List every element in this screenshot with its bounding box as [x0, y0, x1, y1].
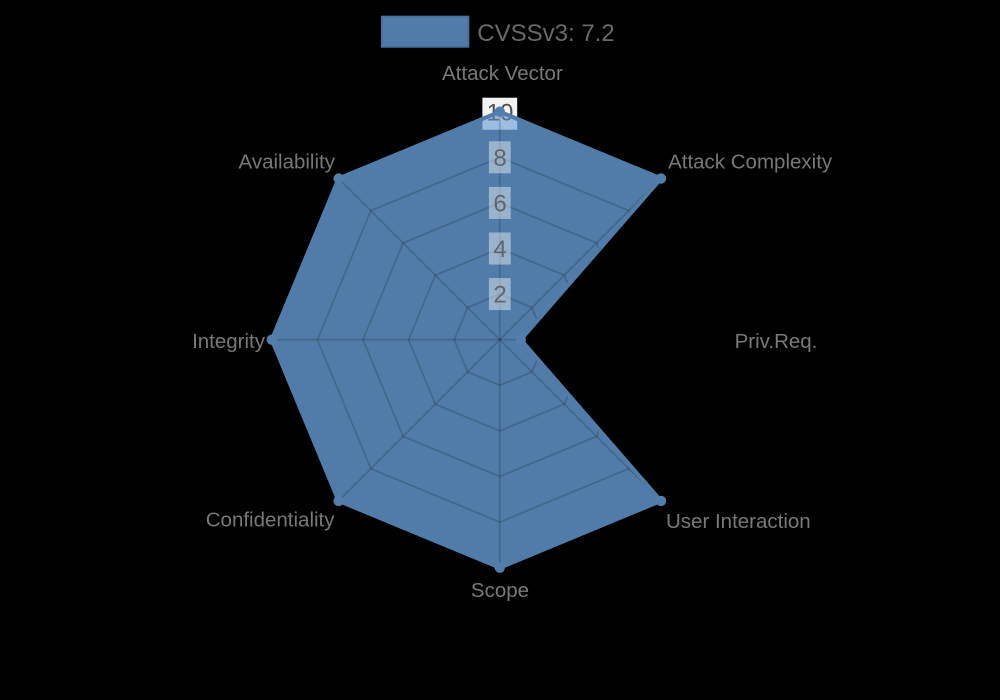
svg-text:Scope: Scope — [471, 579, 529, 602]
svg-text:Attack Complexity: Attack Complexity — [668, 151, 833, 174]
svg-text:4: 4 — [493, 236, 506, 263]
svg-text:Integrity: Integrity — [192, 330, 266, 353]
svg-text:CVSSv3: 7.2: CVSSv3: 7.2 — [477, 20, 614, 47]
svg-text:Attack Vector: Attack Vector — [442, 62, 563, 85]
svg-text:2: 2 — [493, 282, 506, 309]
svg-text:6: 6 — [493, 190, 506, 217]
svg-text:8: 8 — [493, 145, 506, 172]
svg-text:Priv.Req.: Priv.Req. — [735, 330, 818, 353]
svg-text:User Interaction: User Interaction — [666, 510, 811, 533]
svg-text:Confidentiality: Confidentiality — [206, 509, 336, 532]
svg-text:10: 10 — [487, 99, 514, 126]
svg-text:Availability: Availability — [239, 150, 336, 173]
